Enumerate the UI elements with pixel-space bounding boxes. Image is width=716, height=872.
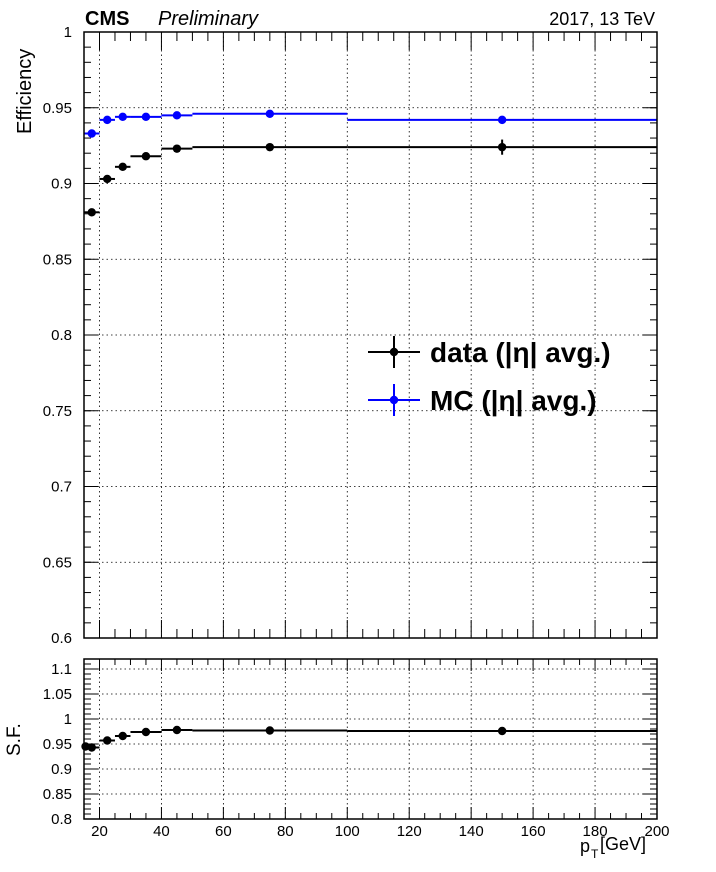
x-tick-label: 20	[91, 823, 108, 840]
data-point	[497, 726, 507, 736]
y-tick-label: 1	[64, 24, 72, 41]
y-tick-label: 0.85	[43, 251, 72, 268]
y-tick-label: 0.65	[43, 554, 72, 571]
x-tick-label: 60	[215, 823, 232, 840]
x-tick-label: 200	[644, 823, 669, 840]
legend-marker	[389, 347, 399, 357]
data-point	[497, 115, 507, 125]
ratio-panel: 0.8 0.85 0.9 0.95 1 1.05 1.1 20 40 60 80 100 120 140…	[4, 658, 670, 861]
data-point	[172, 144, 182, 153]
y-tick-label: 0.95	[43, 736, 72, 753]
data-point	[497, 142, 507, 152]
efficiency-y-tick-labels: 0.6 0.65 0.7 0.75 0.8 0.85 0.9 0.95 1	[43, 24, 72, 647]
ratio-x-tick-labels: 20 40 60 80 100 120 140 160 180 200	[91, 823, 669, 840]
legend-entry: data (|η| avg.)	[368, 336, 611, 368]
y-tick-label: 0.85	[43, 786, 72, 803]
series-0	[81, 725, 657, 752]
data-point	[141, 727, 151, 737]
legend-entry: MC (|η| avg.)	[368, 384, 597, 416]
data-point	[103, 174, 112, 184]
ratio-grid	[84, 659, 657, 819]
y-tick-label: 1.1	[51, 661, 72, 678]
y-tick-label: 0.9	[51, 761, 72, 778]
y-tick-label: 0.8	[51, 811, 72, 828]
x-tick-label: 160	[521, 823, 546, 840]
series-1	[84, 109, 657, 138]
x-tick-label: 120	[397, 823, 422, 840]
y-tick-label: 1	[64, 711, 72, 728]
x-tick-label: 80	[277, 823, 294, 840]
data-point	[265, 142, 275, 152]
efficiency-y-axis-title: Efficiency	[14, 49, 36, 134]
efficiency-panel: 0.6 0.65 0.7 0.75 0.8 0.85 0.9 0.95 1 Efficiency…	[14, 24, 658, 647]
data-point	[118, 731, 127, 741]
series-0	[84, 139, 657, 217]
x-axis-title-sub: T	[591, 847, 599, 861]
data-point	[87, 129, 96, 138]
y-tick-label: 1.05	[43, 686, 72, 703]
data-point	[265, 726, 275, 735]
energy-label: 2017, 13 TeV	[549, 9, 655, 29]
data-point	[118, 112, 127, 122]
data-point	[265, 109, 275, 119]
ratio-y-axis-title: S.F.	[4, 723, 25, 756]
ratio-ticks	[83, 658, 658, 820]
data-point	[103, 115, 112, 125]
experiment-label: CMS	[85, 8, 129, 30]
legend-label: data (|η| avg.)	[430, 337, 611, 368]
y-tick-label: 0.9	[51, 176, 72, 193]
efficiency-series	[84, 109, 657, 217]
x-tick-label: 40	[153, 823, 170, 840]
legend: data (|η| avg.) MC (|η| avg.)	[368, 336, 611, 416]
x-axis-title-main: p	[580, 836, 590, 856]
x-axis-title-unit: [GeV]	[600, 834, 646, 854]
x-tick-label: 140	[459, 823, 484, 840]
y-tick-label: 0.6	[51, 630, 72, 647]
ratio-y-tick-labels: 0.8 0.85 0.9 0.95 1 1.05 1.1	[43, 661, 72, 828]
efficiency-plot-frame	[83, 31, 658, 639]
y-tick-label: 0.8	[51, 327, 72, 344]
data-point	[172, 111, 182, 120]
data-point	[87, 208, 96, 217]
x-axis-title: p T [GeV]	[580, 834, 646, 861]
y-tick-label: 0.7	[51, 479, 72, 496]
data-point	[87, 743, 96, 752]
data-point	[141, 112, 151, 122]
efficiency-grid	[84, 32, 657, 638]
ratio-plot-frame	[83, 658, 658, 820]
ratio-series	[81, 725, 657, 752]
legend-marker	[389, 395, 399, 405]
x-tick-label: 180	[583, 823, 608, 840]
data-point	[141, 152, 151, 161]
y-tick-label: 0.75	[43, 403, 72, 420]
legend-label: MC (|η| avg.)	[430, 385, 597, 416]
y-tick-label: 0.95	[43, 100, 72, 117]
data-point	[103, 736, 112, 745]
x-tick-label: 100	[335, 823, 360, 840]
data-point	[172, 725, 182, 735]
status-label: Preliminary	[158, 8, 259, 30]
data-point	[118, 162, 127, 172]
